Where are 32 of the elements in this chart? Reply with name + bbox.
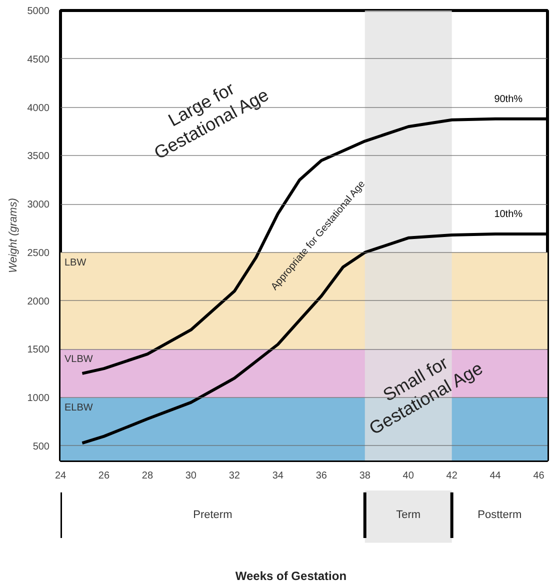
y-tick-label: 2000 bbox=[27, 296, 50, 308]
text: Term bbox=[396, 509, 421, 522]
x-tick-label: 38 bbox=[359, 470, 371, 482]
text: Postterm bbox=[478, 509, 522, 522]
x-tick-label: 24 bbox=[54, 470, 66, 482]
y-axis-title: Weight (grams) bbox=[7, 198, 20, 273]
text: Weeks of Gestation bbox=[235, 569, 347, 583]
band-label: LBW bbox=[64, 257, 87, 268]
x-tick-label: 46 bbox=[533, 470, 545, 482]
x-tick-label: 30 bbox=[185, 470, 197, 482]
x-tick-label: 42 bbox=[446, 470, 458, 482]
x-tick-label: 40 bbox=[402, 470, 414, 482]
x-tick-label: 44 bbox=[490, 470, 502, 482]
series-label: 10th% bbox=[494, 209, 523, 220]
y-tick-label: 1000 bbox=[27, 393, 50, 404]
series-label: 90th% bbox=[494, 94, 523, 105]
band-label: ELBW bbox=[64, 402, 94, 414]
y-tick-label: 3500 bbox=[27, 151, 50, 162]
y-tick-label: 2500 bbox=[27, 248, 50, 259]
y-tick-label: 4500 bbox=[27, 54, 50, 66]
text: Preterm bbox=[193, 509, 232, 522]
y-tick-label: 1500 bbox=[27, 344, 50, 356]
x-tick-label: 28 bbox=[142, 470, 154, 482]
x-tick-label: 36 bbox=[316, 470, 328, 482]
y-tick-label: 500 bbox=[32, 441, 50, 452]
y-tick-label: 4000 bbox=[27, 102, 50, 114]
x-tick-label: 32 bbox=[228, 470, 240, 482]
x-tick-label: 26 bbox=[98, 470, 110, 482]
x-tick-label: 34 bbox=[272, 470, 284, 482]
band-label: VLBW bbox=[64, 354, 94, 366]
y-tick-label: 3000 bbox=[27, 200, 50, 211]
y-tick-label: 5000 bbox=[27, 6, 50, 17]
